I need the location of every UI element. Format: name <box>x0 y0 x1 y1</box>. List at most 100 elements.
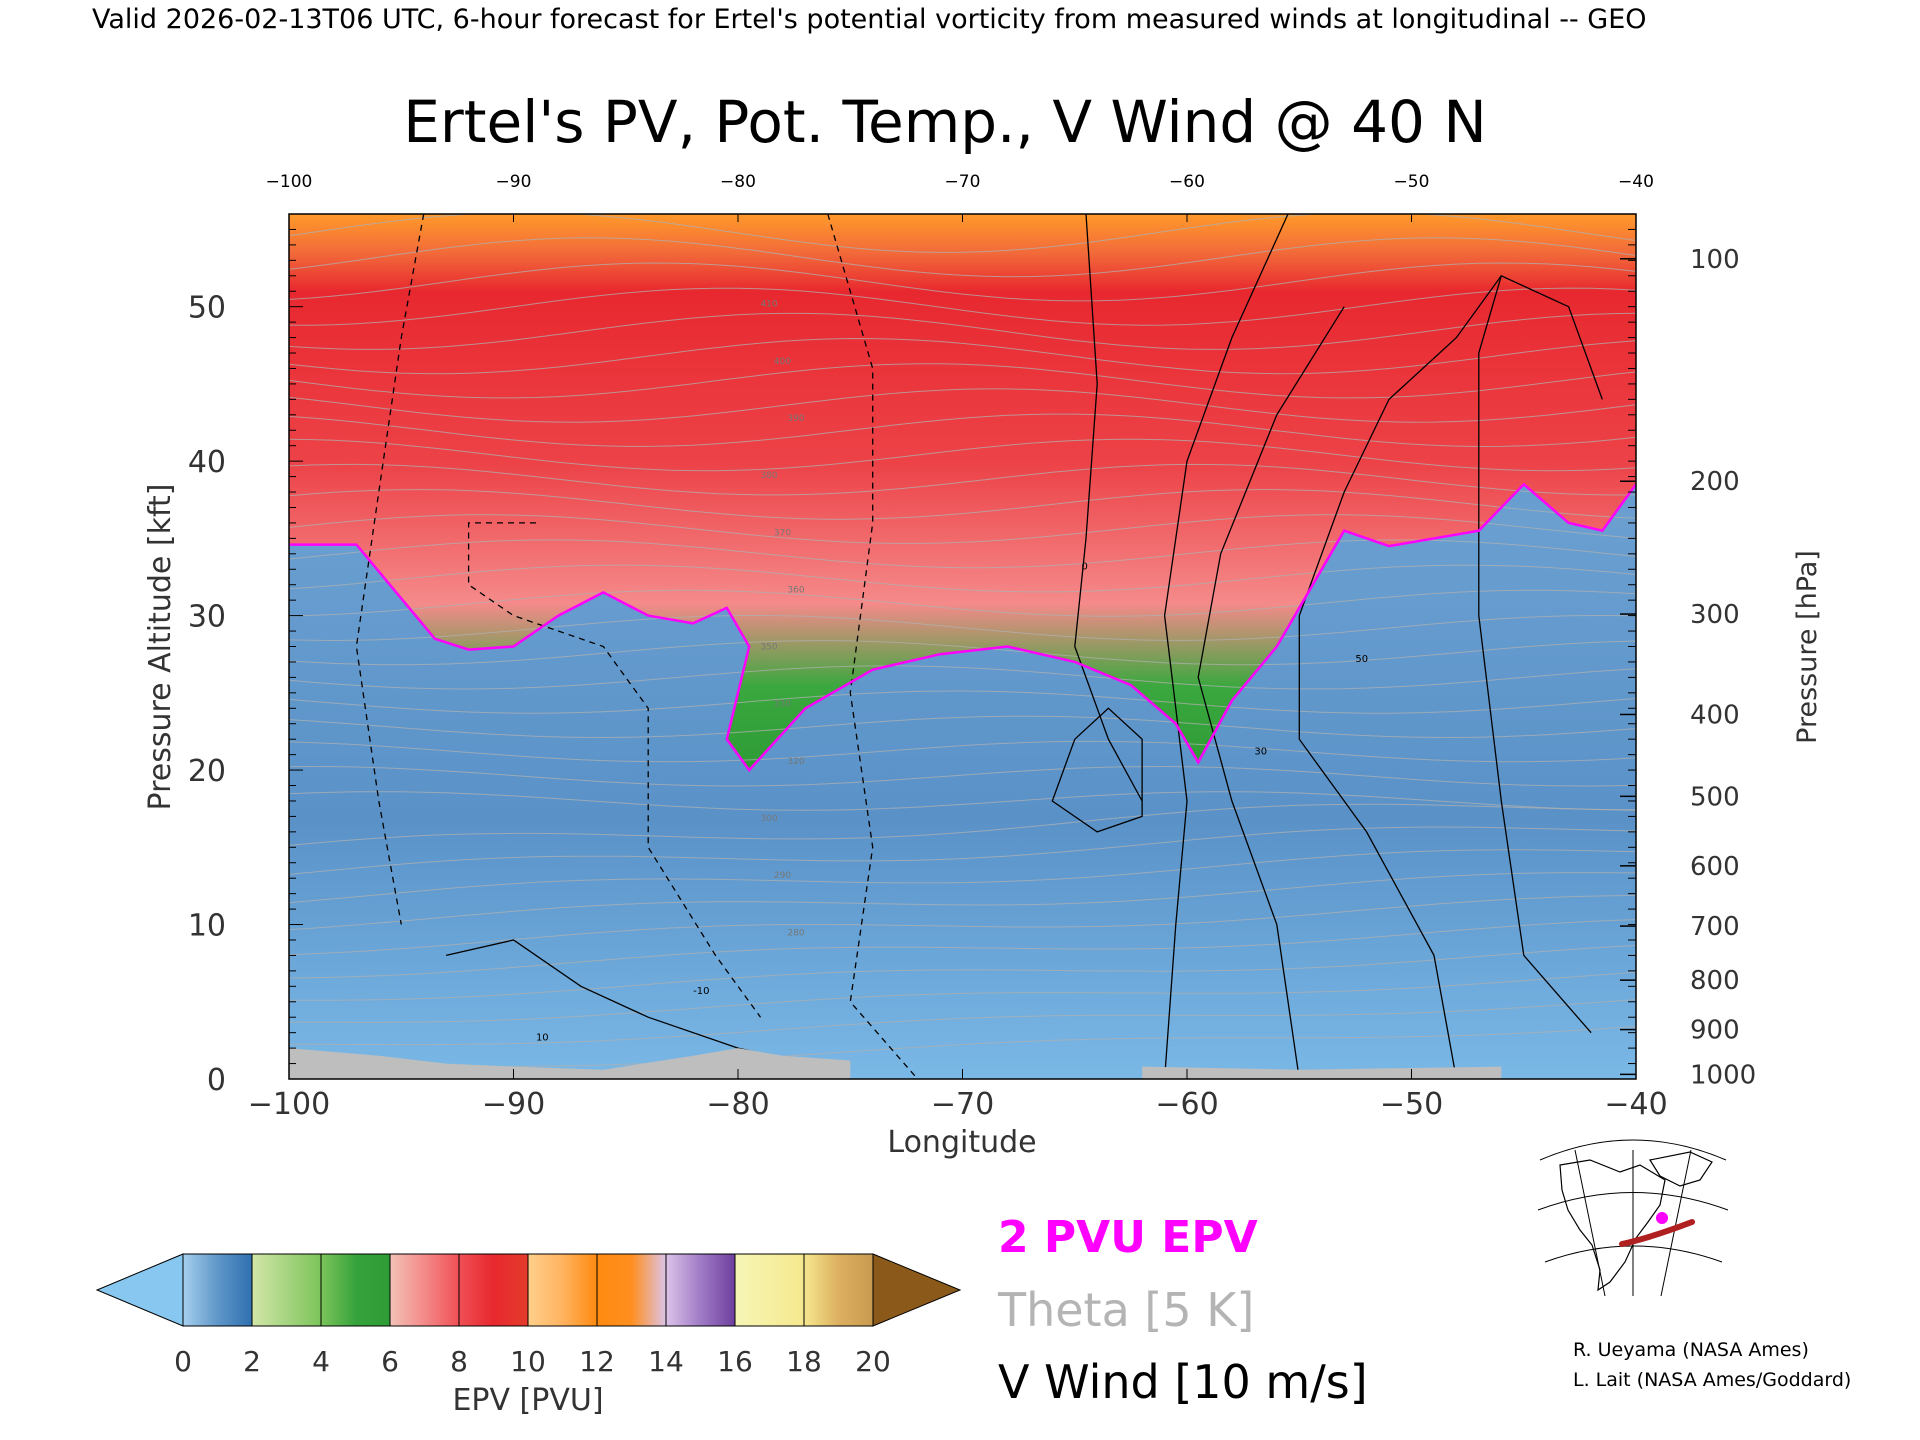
colorbar-tick-label: 4 <box>312 1345 330 1378</box>
y-axis-pressure: 100 200 300 400 500 600 700 800 900 1000 <box>1620 213 1756 1090</box>
v-wind-contour <box>1163 214 1289 1079</box>
colorbar-tick-label: 16 <box>717 1345 753 1378</box>
theta-contour <box>289 615 1636 642</box>
x-tick-label: −100 <box>248 1087 330 1122</box>
v-wind-contours: 0 10 -10 30 50 <box>355 214 1603 1079</box>
theta-contour-label: 400 <box>774 357 791 367</box>
pressure-tick-label: 500 <box>1690 782 1740 812</box>
v-wind-contour-label: 0 <box>1081 561 1087 572</box>
theta-contour-label: 360 <box>787 585 804 595</box>
colorbar-under-arrow <box>95 1253 184 1327</box>
theta-contour <box>289 438 1636 472</box>
pressure-tick-label: 300 <box>1690 600 1740 630</box>
colorbar: 0 2 4 6 8 10 12 14 16 18 20 EPV [PVU] <box>95 1253 962 1418</box>
theta-contour <box>289 363 1636 399</box>
theta-contour-label: 350 <box>760 643 777 653</box>
colorbar-label: EPV [PVU] <box>452 1383 603 1418</box>
colorbar-tick-label: 10 <box>510 1345 546 1378</box>
theta-contour <box>289 514 1636 544</box>
y-tick-label: 30 <box>188 600 226 635</box>
credit-line-1: R. Ueyama (NASA Ames) <box>1573 1339 1809 1361</box>
ground-mask <box>289 1048 1502 1079</box>
theta-contour <box>289 640 1636 666</box>
y-axis-altitude: 0 10 20 30 40 50 <box>188 213 303 1098</box>
pressure-tick-label: 700 <box>1690 912 1740 942</box>
credit-line-2: L. Lait (NASA Ames/Goddard) <box>1573 1369 1852 1391</box>
v-wind-contour <box>1051 707 1143 833</box>
theta-contour <box>289 489 1636 520</box>
y-tick-label: 20 <box>188 754 226 789</box>
x-tick-label: −60 <box>1155 1087 1218 1122</box>
pressure-tick-label: 900 <box>1690 1016 1740 1046</box>
top-tick-label: −100 <box>266 172 313 192</box>
colorbar-tick-label: 20 <box>855 1345 891 1378</box>
theta-contour-label: 330 <box>774 700 791 710</box>
legend-theta: Theta [5 K] <box>997 1283 1254 1337</box>
theta-contour <box>289 999 1636 1046</box>
theta-contour-label: 410 <box>760 300 777 310</box>
pressure-tick-label: 200 <box>1690 467 1740 497</box>
legend-vwind: V Wind [10 m/s] <box>998 1355 1368 1409</box>
theta-contour-label: 280 <box>787 928 804 938</box>
y-axis-right-label: Pressure [hPa] <box>1792 550 1823 744</box>
credits: R. Ueyama (NASA Ames) L. Lait (NASA Ames… <box>1573 1335 1851 1395</box>
y-tick-label: 40 <box>188 445 226 480</box>
colorbar-tick-label: 6 <box>381 1345 399 1378</box>
theta-contour <box>289 312 1636 350</box>
theta-contour <box>289 539 1636 569</box>
pressure-tick-label: 1000 <box>1690 1060 1756 1090</box>
theta-contour <box>289 944 1636 1001</box>
colorbar-tick-label: 12 <box>579 1345 615 1378</box>
legend-epv: 2 PVU EPV <box>998 1212 1258 1263</box>
top-tick-label: −50 <box>1394 172 1430 192</box>
x-tick-label: −90 <box>482 1087 545 1122</box>
theta-contour <box>289 849 1636 904</box>
theta-contour-label: 370 <box>774 528 791 538</box>
theta-contour <box>289 262 1636 302</box>
top-tick-label: −60 <box>1169 172 1205 192</box>
theta-contour <box>289 971 1636 1023</box>
theta-contour <box>289 690 1636 714</box>
colorbar-tick-label: 2 <box>243 1345 261 1378</box>
top-tick-label: −40 <box>1618 172 1654 192</box>
theta-contour <box>289 463 1636 496</box>
top-tick-label: −80 <box>720 172 756 192</box>
theta-contour <box>289 715 1636 739</box>
theta-contour <box>289 765 1636 787</box>
v-wind-contour <box>1478 274 1603 1034</box>
colorbar-tick-label: 18 <box>786 1345 822 1378</box>
x-tick-label: −40 <box>1604 1087 1667 1122</box>
theta-contour <box>289 791 1636 811</box>
x-tick-label: −80 <box>706 1087 769 1122</box>
v-wind-contour-label: 10 <box>536 1032 549 1043</box>
valid-time-header: Valid 2026-02-13T06 UTC, 6-hour forecast… <box>92 4 1647 35</box>
theta-contour <box>289 564 1636 593</box>
v-wind-contour-label: -10 <box>693 986 709 997</box>
top-tick-label: −90 <box>496 172 532 192</box>
theta-contour-label: 300 <box>760 814 777 824</box>
theta-contour <box>289 337 1636 375</box>
theta-contour <box>289 589 1636 617</box>
y-tick-label: 10 <box>188 909 226 944</box>
theta-contour <box>289 872 1636 931</box>
theta-contour <box>289 287 1636 326</box>
colorbar-tick-label: 14 <box>648 1345 684 1378</box>
top-tick-label: −70 <box>945 172 981 192</box>
colorbar-tick-label: 8 <box>450 1345 468 1378</box>
v-wind-contour <box>467 522 762 1018</box>
v-wind-contour-label: 30 <box>1254 747 1267 758</box>
chart-title: Ertel's PV, Pot. Temp., V Wind @ 40 N <box>403 88 1486 156</box>
colorbar-tick-label: 0 <box>174 1345 192 1378</box>
stratosphere-fill <box>289 214 1636 771</box>
v-wind-contour-label: 50 <box>1355 654 1368 665</box>
pressure-tick-label: 100 <box>1690 245 1740 275</box>
theta-contour <box>289 237 1636 278</box>
v-wind-contour <box>1074 214 1143 802</box>
theta-contour <box>289 413 1636 448</box>
theta-contour <box>289 665 1636 690</box>
theta-contour-label: 320 <box>787 757 804 767</box>
pressure-tick-label: 400 <box>1690 700 1740 730</box>
theta-contour <box>289 214 1636 253</box>
